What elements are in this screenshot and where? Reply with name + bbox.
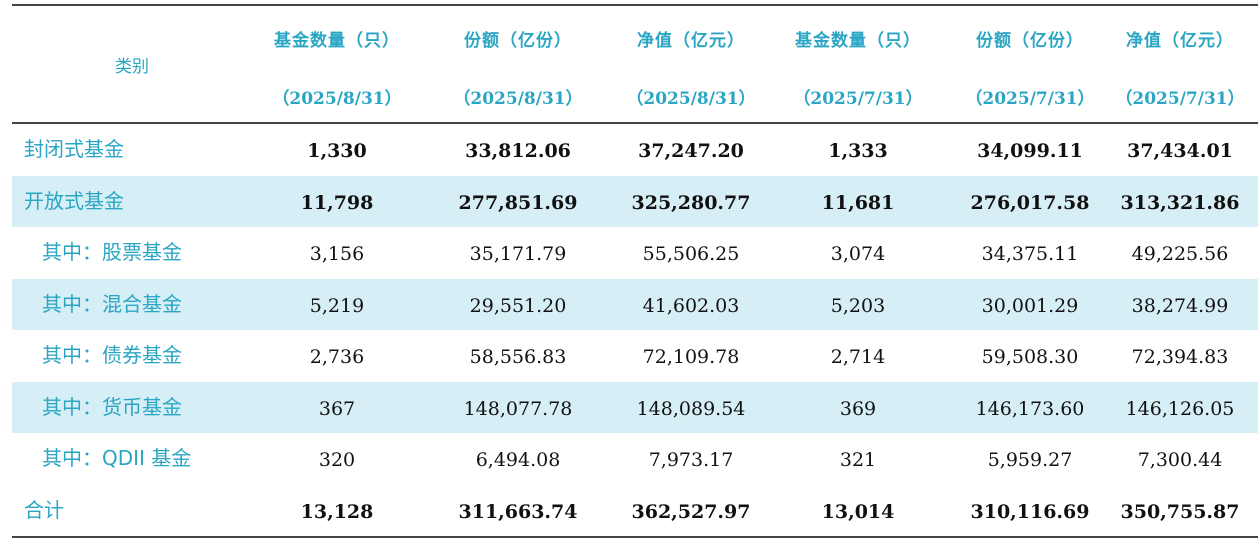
cell: 6,494.08 (475, 449, 561, 471)
table-row-total: 合计 13,128 311,663.74 362,527.97 13,014 3… (12, 485, 1258, 537)
header-date: （2025/8/31） (272, 89, 402, 109)
table-row-bond: 其中：债券基金 2,736 58,556.83 72,109.78 2,714 … (12, 330, 1258, 382)
cell: 29,551.20 (469, 294, 567, 317)
table-row-money-market: 其中：货币基金 367 148,077.78 148,089.54 369 14… (12, 381, 1258, 433)
cell: 38,274.99 (1131, 294, 1229, 317)
cell: 30,001.29 (981, 294, 1079, 317)
row-label: 合计 (24, 497, 64, 522)
header-date: （2025/8/31） (626, 89, 756, 109)
table-row-closed-end: 封闭式基金 1,330 33,812.06 37,247.20 1,333 34… (12, 122, 1258, 176)
cell: 325,280.77 (631, 191, 751, 214)
header-title: 净值（亿元） (1126, 31, 1234, 51)
cell: 277,851.69 (458, 191, 578, 214)
cell: 350,755.87 (1120, 500, 1240, 523)
cell: 34,375.11 (981, 243, 1079, 265)
cell: 3,074 (830, 243, 886, 265)
cell: 59,508.30 (981, 346, 1079, 368)
row-label: 其中：债券基金 (42, 343, 182, 367)
cell: 310,116.69 (970, 500, 1090, 523)
header-shares-aug: 份额（亿份） （2025/8/31） (430, 6, 606, 122)
cell: 2,736 (309, 346, 365, 368)
cell: 37,247.20 (638, 140, 744, 162)
fund-statistics-table: 类别 基金数量（只） （2025/8/31） 份额（亿份） （2025/8/31… (12, 4, 1258, 538)
cell: 311,663.74 (458, 500, 578, 523)
header-date: （2025/8/31） (453, 89, 583, 109)
cell: 5,219 (309, 294, 365, 317)
table-body: 封闭式基金 1,330 33,812.06 37,247.20 1,333 34… (12, 122, 1258, 536)
cell: 2,714 (830, 346, 886, 368)
row-label: 其中：股票基金 (42, 240, 182, 264)
cell: 7,300.44 (1137, 449, 1223, 471)
header-title: 净值（亿元） (637, 31, 745, 51)
cell: 146,126.05 (1125, 397, 1235, 420)
cell: 49,225.56 (1131, 243, 1229, 265)
cell: 148,077.78 (463, 397, 573, 420)
header-fund-count-aug: 基金数量（只） （2025/8/31） (257, 6, 417, 122)
cell: 321 (839, 449, 877, 471)
header-nav-aug: 净值（亿元） （2025/8/31） (606, 6, 776, 122)
row-label: 封闭式基金 (24, 137, 124, 161)
cell: 11,798 (300, 191, 374, 214)
cell: 276,017.58 (970, 191, 1090, 214)
header-date: （2025/7/31） (1115, 89, 1245, 109)
cell: 3,156 (309, 243, 365, 265)
cell: 13,014 (821, 500, 895, 523)
bottom-rule (12, 536, 1258, 538)
cell: 55,506.25 (642, 243, 740, 265)
header-category: 类别 (115, 57, 149, 77)
cell: 362,527.97 (631, 500, 751, 523)
header-fund-count-jul: 基金数量（只） （2025/7/31） (778, 6, 938, 122)
table-row-qdii: 其中：QDII 基金 320 6,494.08 7,973.17 321 5,9… (12, 433, 1258, 485)
cell: 13,128 (300, 500, 374, 523)
cell: 1,333 (828, 140, 888, 162)
table-row-hybrid: 其中：混合基金 5,219 29,551.20 41,602.03 5,203 … (12, 278, 1258, 330)
header-nav-jul: 净值（亿元） （2025/7/31） (1102, 6, 1258, 122)
row-label: 其中：QDII 基金 (42, 446, 192, 470)
table-row-equity: 其中：股票基金 3,156 35,171.79 55,506.25 3,074 … (12, 227, 1258, 279)
cell: 148,089.54 (636, 397, 746, 420)
cell: 313,321.86 (1120, 191, 1240, 214)
cell: 34,099.11 (977, 140, 1083, 162)
cell: 320 (318, 449, 356, 471)
cell: 146,173.60 (975, 397, 1085, 420)
cell: 37,434.01 (1127, 140, 1233, 162)
cell: 33,812.06 (465, 140, 571, 162)
header-shares-jul: 份额（亿份） （2025/7/31） (942, 6, 1118, 122)
header-title: 份额（亿份） (464, 31, 572, 51)
table-header: 类别 基金数量（只） （2025/8/31） 份额（亿份） （2025/8/31… (12, 6, 1258, 122)
row-label: 其中：货币基金 (42, 394, 182, 419)
header-title: 份额（亿份） (976, 31, 1084, 51)
cell: 367 (318, 397, 356, 420)
cell: 1,330 (307, 140, 367, 162)
cell: 7,973.17 (648, 449, 734, 471)
cell: 72,109.78 (642, 346, 740, 368)
row-label: 开放式基金 (24, 188, 124, 213)
cell: 41,602.03 (642, 294, 740, 317)
top-rule (12, 4, 1258, 6)
header-title: 基金数量（只） (795, 31, 921, 51)
header-title: 基金数量（只） (274, 31, 400, 51)
cell: 72,394.83 (1131, 346, 1229, 368)
cell: 5,959.27 (987, 449, 1073, 471)
cell: 369 (839, 397, 877, 420)
header-date: （2025/7/31） (793, 89, 923, 109)
cell: 35,171.79 (469, 243, 567, 265)
row-label: 其中：混合基金 (42, 291, 182, 316)
cell: 58,556.83 (469, 346, 567, 368)
cell: 11,681 (821, 191, 895, 214)
table-row-open-end: 开放式基金 11,798 277,851.69 325,280.77 11,68… (12, 175, 1258, 227)
header-date: （2025/7/31） (965, 89, 1095, 109)
cell: 5,203 (830, 294, 886, 317)
